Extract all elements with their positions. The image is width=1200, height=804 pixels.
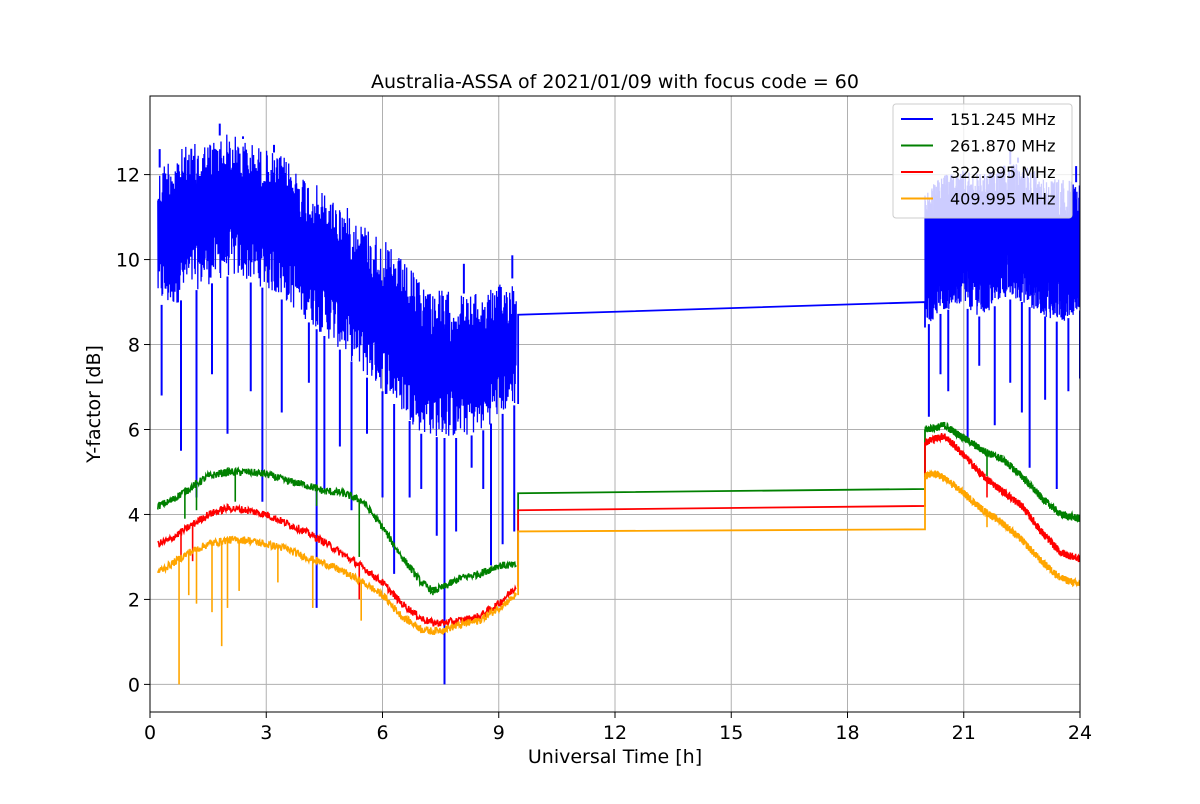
legend-label: 261.870 MHz: [950, 137, 1055, 156]
series-line: [924, 421, 1080, 524]
x-tick-label: 9: [493, 722, 505, 744]
x-tick-label: 15: [719, 722, 743, 744]
legend-box: [892, 103, 1073, 219]
y-tick-label: 0: [128, 674, 140, 696]
x-axis-label: Universal Time [h]: [528, 746, 702, 768]
y-tick-label: 8: [128, 335, 140, 357]
series-line: [157, 503, 517, 628]
y-tick-label: 12: [116, 165, 140, 187]
series-3: [157, 469, 1080, 685]
y-tick-label: 4: [128, 504, 140, 526]
legend-label: 151.245 MHz: [950, 110, 1055, 129]
series-0: [157, 123, 1080, 685]
series-layer: [157, 123, 1080, 685]
y-tick-label: 6: [128, 419, 140, 441]
x-tick-label: 6: [376, 722, 388, 744]
series-line: [924, 469, 1080, 588]
x-tick-label: 18: [835, 722, 859, 744]
x-tick-label: 3: [260, 722, 272, 744]
x-tick-label: 24: [1068, 722, 1092, 744]
series-line: [157, 134, 517, 437]
y-axis-label: Y-factor [dB]: [83, 345, 105, 464]
x-tick-label: 12: [603, 722, 627, 744]
series-line: [924, 432, 1080, 563]
series-line: [157, 535, 517, 636]
series-gap-connector: [517, 301, 926, 404]
y-tick-label: 2: [128, 589, 140, 611]
series-gap-connector: [517, 476, 926, 596]
series-line: [157, 466, 517, 595]
legend: 151.245 MHz 261.870 MHz 322.995 MHz 409.995…: [892, 103, 1073, 219]
legend-label: 409.995 MHz: [950, 190, 1055, 209]
legend-label: 322.995 MHz: [950, 163, 1055, 182]
x-tick-label: 21: [952, 722, 976, 744]
y-tick-label: 10: [116, 250, 140, 272]
x-tick-label: 0: [144, 722, 156, 744]
chart-title: Australia-ASSA of 2021/01/09 with focus …: [371, 71, 859, 93]
